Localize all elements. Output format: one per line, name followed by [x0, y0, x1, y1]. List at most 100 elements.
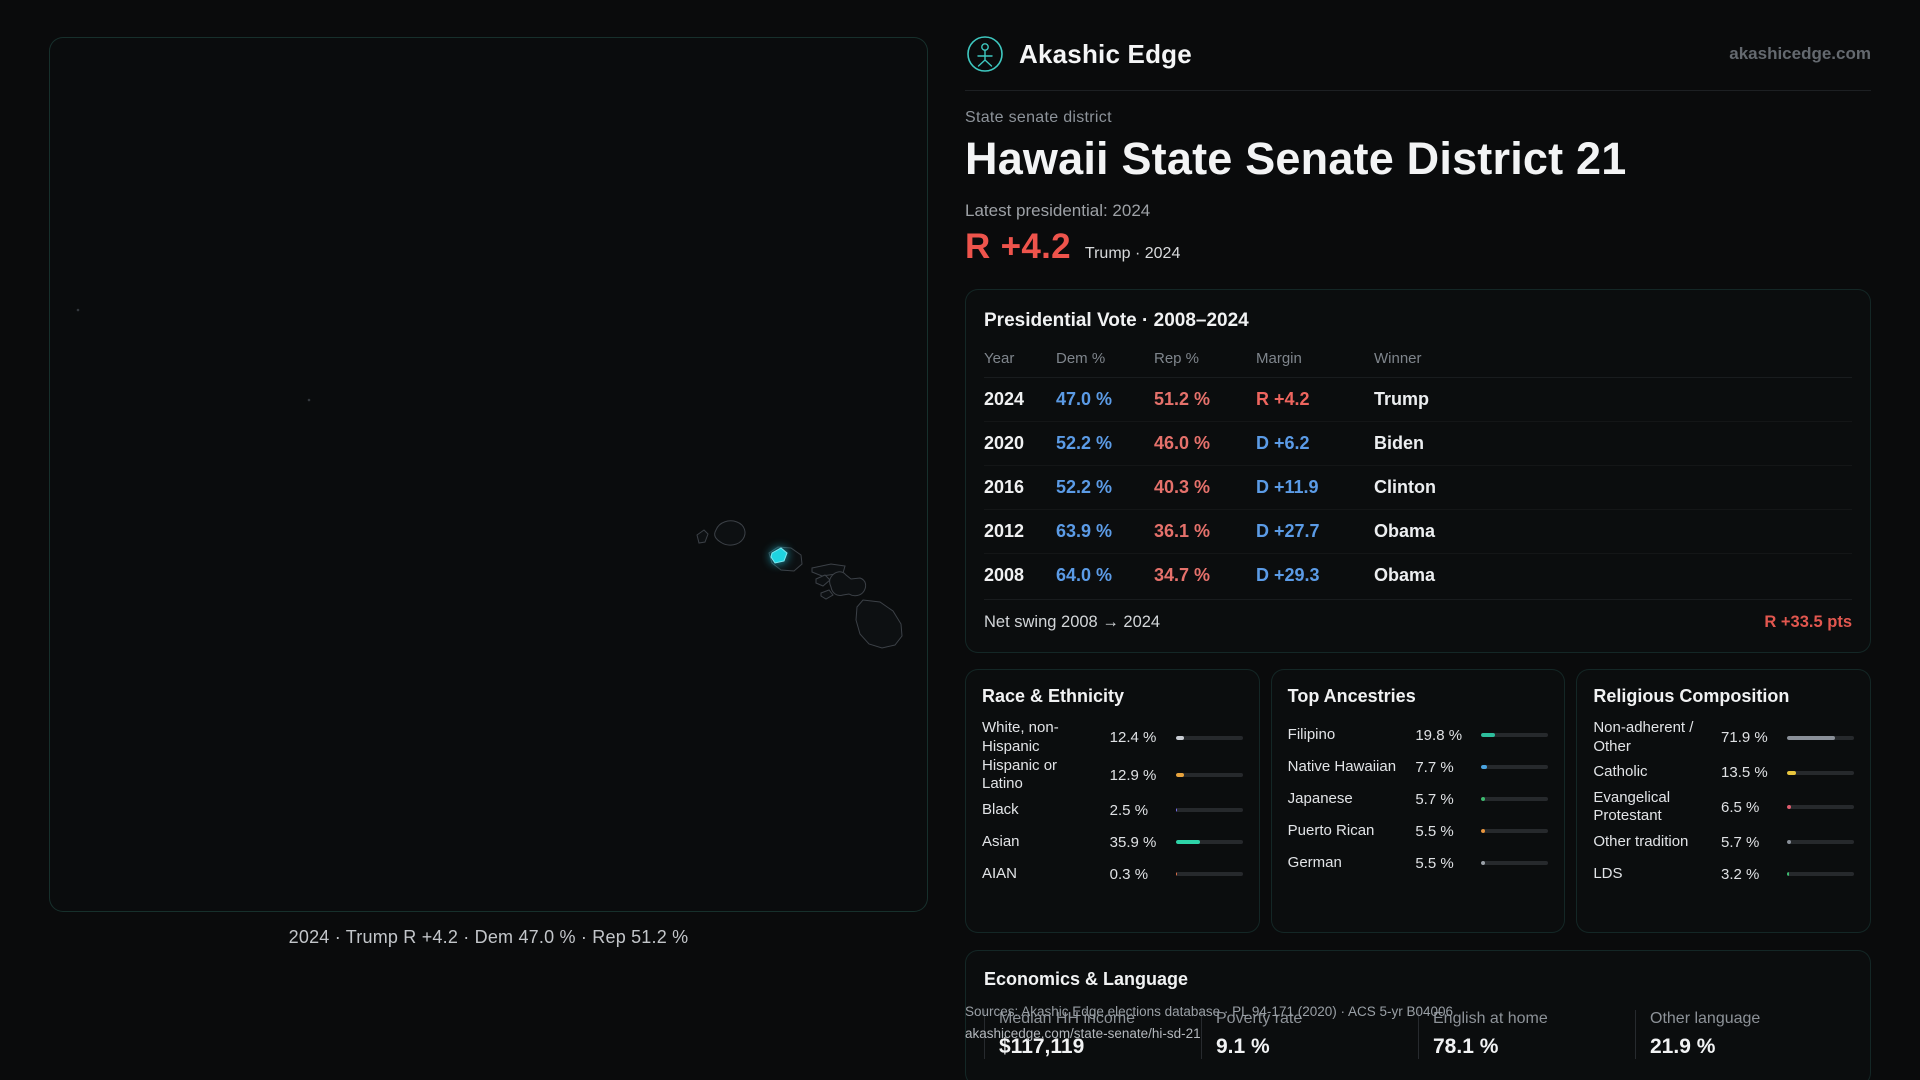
brand-domain-link[interactable]: akashicedge.com — [1729, 44, 1871, 63]
demo-bar — [1787, 735, 1855, 740]
cell-margin: R +4.2 — [1256, 389, 1310, 409]
demo-value: 35.9 % — [1109, 833, 1157, 851]
stat-label: Median HH income — [999, 1010, 1136, 1027]
demo-value: 6.5 % — [1721, 798, 1760, 816]
demo-row: Non-adherent / Other 71.9 % — [1593, 719, 1855, 757]
stat-poverty-rate: Poverty rate 9.1 % — [1201, 1010, 1418, 1059]
cell-rep: 46.0 % — [1154, 433, 1211, 453]
table-row: 2012 63.9 % 36.1 % D +27.7 Obama — [984, 510, 1852, 554]
cell-rep: 40.3 % — [1154, 477, 1211, 497]
cell-winner: Trump — [1374, 389, 1430, 409]
header-divider — [965, 90, 1871, 91]
island-kahoolawe — [820, 589, 834, 600]
demo-row: Black 2.5 % — [982, 794, 1243, 826]
stat-value: 9.1 % — [1216, 1035, 1270, 1058]
nw-island-dot — [76, 308, 80, 312]
card-title: Economics & Language — [984, 969, 1189, 989]
permalink[interactable]: akashicedge.com/state-senate/hi-sd-21 — [965, 1026, 1201, 1041]
table-row: 2024 47.0 % 51.2 % R +4.2 Trump — [984, 378, 1852, 422]
religious-composition-card: Religious Composition Non-adherent / Oth… — [1576, 669, 1872, 933]
table-row: 2016 52.2 % 40.3 % D +11.9 Clinton — [984, 466, 1852, 510]
demo-bar — [1787, 840, 1855, 844]
card-title: Race & Ethnicity — [982, 686, 1125, 706]
demo-bar — [1175, 735, 1243, 740]
cell-dem: 63.9 % — [1056, 521, 1113, 541]
demo-row: White, non-Hispanic 12.4 % — [982, 719, 1243, 757]
cell-winner: Obama — [1374, 521, 1436, 541]
net-swing-row: Net swing 2008 → 2024 R +33.5 pts — [984, 599, 1852, 640]
demo-row: Catholic 13.5 % — [1593, 757, 1855, 789]
cell-margin: D +11.9 — [1256, 477, 1319, 497]
cell-year: 2024 — [984, 389, 1025, 409]
cell-dem: 64.0 % — [1056, 565, 1113, 585]
demo-row: German 5.5 % — [1288, 847, 1549, 879]
demo-bar — [1787, 805, 1855, 810]
cell-year: 2020 — [984, 433, 1025, 453]
island-lanai — [815, 574, 831, 587]
cell-year: 2012 — [984, 521, 1025, 541]
brand-name: Akashic Edge — [1019, 38, 1192, 69]
cell-margin: D +27.7 — [1256, 521, 1320, 541]
col-rep: Rep % — [1154, 350, 1200, 367]
demo-label: White, non-Hispanic — [982, 719, 1059, 755]
island-maui — [829, 571, 867, 597]
demo-bar — [1481, 829, 1549, 833]
stat-label: English at home — [1433, 1010, 1548, 1027]
demo-label: Catholic — [1593, 763, 1648, 781]
district-highlight[interactable] — [770, 547, 788, 564]
stat-label: Poverty rate — [1216, 1010, 1303, 1027]
cell-rep: 36.1 % — [1154, 521, 1211, 541]
cell-rep: 34.7 % — [1154, 565, 1211, 585]
demo-label: AIAN — [982, 864, 1018, 882]
demo-bar — [1481, 797, 1549, 801]
demo-row: AIAN 0.3 % — [982, 858, 1243, 890]
demo-bar — [1481, 861, 1549, 865]
demo-bar — [1175, 773, 1243, 778]
stat-value: $117,119 — [999, 1035, 1085, 1058]
map-caption: 2024 · Trump R +4.2 · Dem 47.0 % · Rep 5… — [288, 927, 689, 947]
stat-value: 78.1 % — [1433, 1035, 1499, 1058]
demo-row: Puerto Rican 5.5 % — [1288, 815, 1549, 847]
demo-label: LDS — [1593, 864, 1623, 882]
demo-label: Japanese — [1287, 789, 1353, 807]
stat-value: 21.9 % — [1650, 1035, 1716, 1058]
brand-logo-icon — [967, 36, 1003, 72]
detail-panel: Akashic Edge akashicedge.com State senat… — [965, 0, 1872, 1080]
page-title: Hawaii State Senate District 21 — [965, 133, 1627, 184]
presidential-vote-card: Presidential Vote · 2008–2024 Year Dem %… — [965, 289, 1871, 653]
demo-value: 19.8 % — [1415, 726, 1463, 744]
demo-row: Evangelical Protestant 6.5 % — [1593, 788, 1855, 827]
cell-winner: Obama — [1374, 565, 1436, 585]
col-year: Year — [984, 350, 1015, 367]
demo-value: 71.9 % — [1721, 729, 1768, 747]
demo-bar — [1175, 840, 1243, 844]
demo-label: Hispanic or Latino — [982, 756, 1058, 793]
demo-bar — [1481, 765, 1549, 769]
table-row: 2008 64.0 % 34.7 % D +29.3 Obama — [984, 554, 1852, 597]
cell-dem: 52.2 % — [1056, 477, 1113, 497]
card-title: Top Ancestries — [1287, 686, 1416, 706]
col-winner: Winner — [1374, 350, 1422, 367]
demo-label: Puerto Rican — [1287, 821, 1375, 839]
cell-dem: 47.0 % — [1056, 389, 1113, 409]
island-kauai — [714, 520, 746, 546]
kicker: State senate district — [965, 109, 1112, 126]
cell-rep: 51.2 % — [1154, 389, 1211, 409]
demo-label: Non-adherent / Other — [1593, 719, 1694, 755]
site-header: Akashic Edge akashicedge.com — [965, 0, 1871, 76]
demo-label: Evangelical Protestant — [1593, 788, 1671, 825]
island-hawaii — [855, 599, 903, 649]
demo-row: Other tradition 5.7 % — [1593, 826, 1855, 858]
col-dem: Dem % — [1056, 350, 1106, 367]
island-niihau — [696, 529, 709, 544]
economics-stats-row: Median HH income $117,119 Poverty rate 9… — [984, 1010, 1852, 1059]
demo-value: 5.5 % — [1415, 854, 1454, 872]
presidential-vote-table: Year Dem % Rep % Margin Winner 2024 47.0… — [984, 342, 1852, 597]
demo-label: Asian — [982, 832, 1020, 850]
demo-value: 2.5 % — [1109, 801, 1149, 819]
card-title: Religious Composition — [1593, 686, 1790, 706]
demo-value: 12.9 % — [1109, 766, 1157, 784]
cell-year: 2016 — [984, 477, 1025, 497]
demo-value: 0.3 % — [1109, 865, 1149, 883]
cell-dem: 52.2 % — [1056, 433, 1113, 453]
